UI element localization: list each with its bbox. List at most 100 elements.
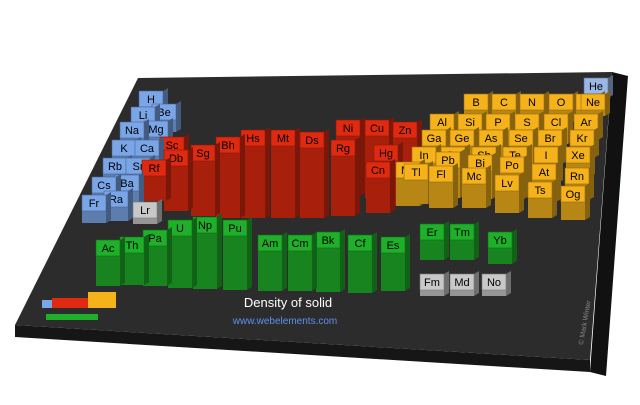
slab-front — [15, 325, 590, 372]
cell-top — [527, 181, 553, 199]
element-symbol: Mt — [277, 133, 289, 145]
element-symbol: Md — [454, 277, 469, 289]
element-symbol: Ni — [343, 123, 353, 135]
element-cell: Bh — [215, 134, 245, 218]
cell-front — [420, 240, 444, 260]
element-cell: Yb — [487, 229, 517, 264]
element-symbol: Tl — [411, 167, 420, 179]
cell-side — [512, 229, 517, 264]
element-cell: Es — [380, 234, 410, 291]
cell-front — [300, 148, 324, 218]
cell-front — [271, 146, 295, 218]
cell-side — [589, 165, 594, 200]
cell-top — [373, 144, 399, 162]
element-symbol: Ga — [427, 133, 443, 145]
element-symbol: Sc — [166, 140, 179, 152]
cell-side — [324, 129, 329, 218]
cell-top — [81, 194, 107, 212]
element-symbol: Po — [505, 160, 518, 172]
cell-side — [106, 192, 111, 223]
element-cell: Am — [257, 232, 287, 291]
cell-side — [519, 172, 524, 213]
cell-side — [217, 214, 222, 289]
element-symbol: Fl — [436, 169, 445, 181]
element-symbol: In — [419, 150, 428, 162]
cell-side — [139, 172, 144, 205]
cell-top — [491, 93, 517, 111]
element-cell: Ac — [95, 237, 125, 286]
cell-top — [449, 273, 475, 291]
element-cell: Fl — [428, 163, 458, 208]
element-symbol: No — [487, 277, 501, 289]
element-cell: Og — [560, 183, 590, 220]
element-cell: Md — [449, 271, 479, 296]
element-symbol: Bk — [322, 235, 335, 247]
cell-top — [392, 121, 418, 139]
element-cell: U — [167, 217, 197, 288]
element-symbol: Bi — [475, 158, 485, 170]
element-symbol: Tm — [454, 227, 470, 239]
cell-top — [132, 201, 158, 219]
cell-top — [449, 223, 475, 241]
element-symbol: Si — [465, 117, 475, 129]
element-symbol: Te — [509, 150, 521, 162]
legend-f-block — [46, 314, 98, 320]
element-symbol: Cm — [291, 238, 308, 250]
cell-front — [462, 184, 486, 208]
element-symbol: Db — [169, 153, 183, 165]
cell-top — [257, 234, 283, 252]
element-cell: Lv — [494, 172, 524, 213]
cell-front — [561, 202, 585, 220]
element-cell: Ts — [527, 179, 557, 218]
cell-side — [594, 127, 599, 158]
cell-front — [258, 251, 282, 291]
cell-front — [96, 256, 120, 286]
element-symbol: Ts — [535, 185, 547, 197]
cell-front — [528, 198, 552, 218]
element-symbol: Cl — [551, 117, 561, 129]
cell-front — [316, 248, 340, 292]
element-symbol: Hs — [246, 133, 260, 145]
cell-side — [360, 117, 365, 196]
cell-side — [585, 183, 590, 220]
element-symbol: Ne — [586, 97, 600, 109]
element-symbol: Es — [387, 240, 400, 252]
element-symbol: Ba — [120, 178, 134, 190]
cell-side — [265, 127, 270, 218]
element-symbol: Li — [139, 110, 148, 122]
cell-top — [270, 129, 296, 147]
element-symbol: Cf — [355, 238, 367, 250]
cell-side — [453, 163, 458, 208]
cell-front — [142, 176, 166, 201]
element-symbol: Og — [566, 189, 581, 201]
element-symbol: As — [485, 133, 498, 145]
element-symbol: Kr — [577, 133, 588, 145]
element-symbol: Cn — [371, 165, 385, 177]
cell-front — [482, 290, 506, 296]
element-cell: Cn — [365, 159, 395, 213]
element-symbol: Mc — [467, 171, 482, 183]
element-symbol: Ds — [305, 135, 319, 147]
cell-side — [474, 271, 479, 296]
element-symbol: Cu — [370, 123, 384, 135]
cell-front — [420, 290, 444, 296]
element-cell: Sg — [190, 142, 220, 216]
cell-top — [222, 219, 248, 237]
element-symbol: Rf — [149, 163, 161, 175]
cell-front — [82, 211, 106, 223]
cell-top — [519, 93, 545, 111]
url: www.webelements.com — [232, 316, 337, 327]
element-symbol: H — [147, 94, 155, 106]
cell-top — [141, 159, 167, 177]
cell-top — [508, 129, 534, 147]
cell-side — [167, 227, 172, 286]
cell-top — [463, 93, 489, 111]
element-cell: Tm — [449, 221, 479, 260]
element-symbol: Er — [427, 227, 438, 239]
cell-side — [372, 232, 377, 293]
cell-side — [192, 217, 197, 288]
element-cell: Mc — [461, 165, 491, 208]
element-symbol: Pa — [148, 233, 162, 245]
